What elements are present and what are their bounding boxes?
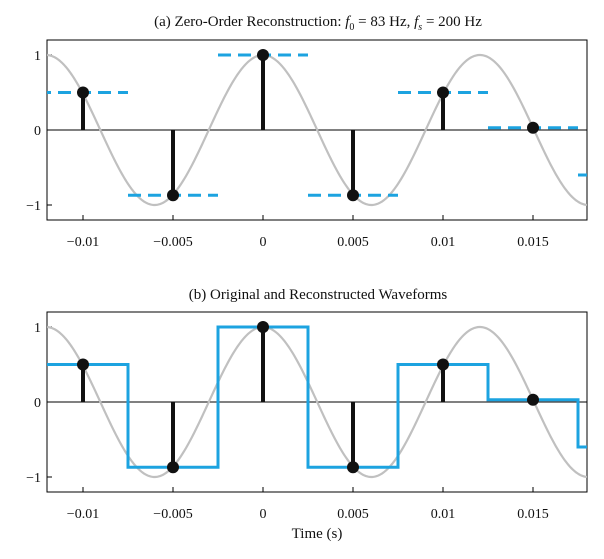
panel-b-x-tick-label: 0.01 [431,507,456,522]
panel-b-sample-marker [437,358,449,371]
panel-a-y-tick-label: −1 [26,199,41,214]
panel-b-x-tick-label: −0.01 [67,507,99,522]
panel-a-sample-marker [77,86,89,99]
panel-b-x-tick-label: 0 [260,507,267,522]
panel-a-x-tick-label: −0.005 [153,235,192,250]
panel-b-x-tick-label: −0.005 [153,507,192,522]
panel-a-title: (a) Zero-Order Reconstruction: f0 = 83 H… [154,14,482,33]
panel-b: (b) Original and Reconstructed Waveforms… [26,287,588,542]
panel-b-sample-marker [257,321,269,333]
panel-b-x-tick-label: 0.005 [337,507,369,522]
panel-b-sample-marker [527,393,539,406]
panel-a-x-tick-label: 0 [260,235,267,250]
panel-a-sample-marker [347,189,359,202]
panel-b-sample-marker [167,461,179,474]
panel-b-sample-marker [347,461,359,474]
panel-a-sample-marker [437,86,449,99]
panel-a-y-tick-label: 0 [34,124,41,139]
panel-b-y-tick-label: −1 [26,471,41,486]
panel-a: (a) Zero-Order Reconstruction: f0 = 83 H… [26,14,588,250]
panel-a-x-tick-label: −0.01 [67,235,99,250]
panel-b-y-tick-label: 1 [34,321,41,336]
panel-b-y-tick-label: 0 [34,396,41,411]
panel-b-x-tick-label: 0.015 [517,507,549,522]
panel-a-x-tick-label: 0.01 [431,235,456,250]
panel-a-x-tick-label: 0.015 [517,235,549,250]
panel-a-x-tick-label: 0.005 [337,235,369,250]
panel-b-sample-marker [77,358,89,371]
panel-a-y-tick-label: 1 [34,49,41,64]
panel-a-sample-marker [527,121,539,134]
panel-b-title: (b) Original and Reconstructed Waveforms [189,287,448,303]
panel-a-sample-marker [167,189,179,202]
panel-a-sample-marker [257,49,269,61]
x-axis-label: Time (s) [292,526,343,542]
